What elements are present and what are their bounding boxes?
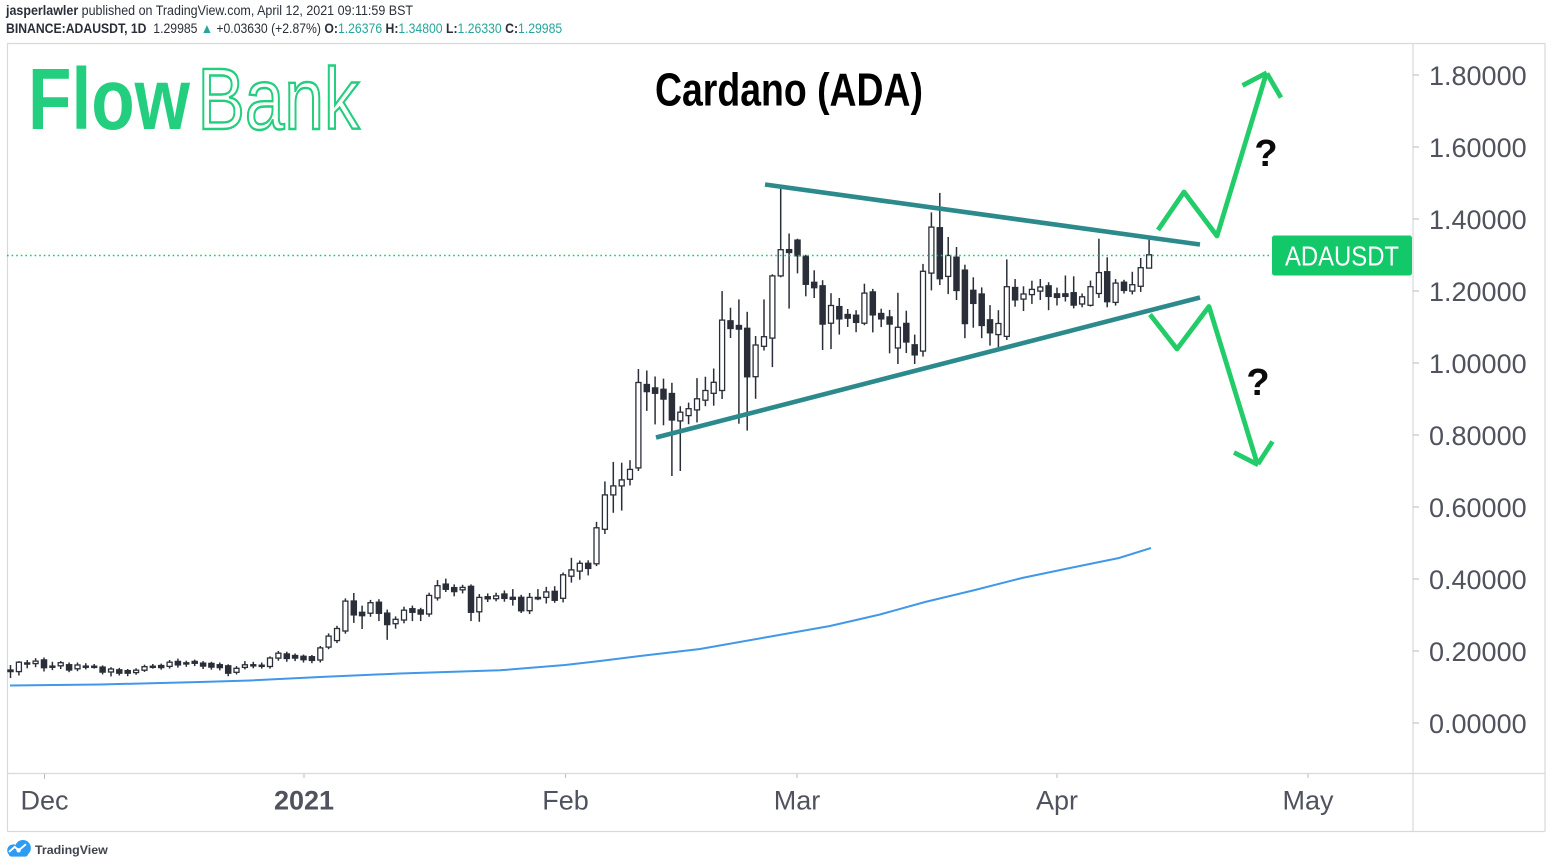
svg-text:0.00000: 0.00000 [1429,709,1527,739]
svg-text:ADAUSDT: ADAUSDT [1285,241,1399,272]
svg-text:Bank: Bank [198,51,360,148]
svg-text:Cardano (ADA): Cardano (ADA) [655,64,923,116]
svg-text:Mar: Mar [774,786,821,816]
svg-text:Dec: Dec [20,786,68,816]
svg-text:0.20000: 0.20000 [1429,637,1527,667]
svg-text:?: ? [1246,362,1269,404]
svg-text:Feb: Feb [542,786,589,816]
svg-text:Flow: Flow [28,51,190,148]
svg-text:0.80000: 0.80000 [1429,421,1527,451]
svg-text:1.40000: 1.40000 [1429,205,1527,235]
svg-text:2021: 2021 [274,786,334,816]
svg-text:1.60000: 1.60000 [1429,133,1527,163]
svg-text:Apr: Apr [1036,786,1078,816]
svg-text:TradingView: TradingView [35,843,108,857]
svg-text:?: ? [1254,133,1277,175]
svg-text:1.80000: 1.80000 [1429,61,1527,91]
svg-text:0.40000: 0.40000 [1429,565,1527,595]
svg-text:0.60000: 0.60000 [1429,493,1527,523]
svg-text:1.20000: 1.20000 [1429,277,1527,307]
svg-text:May: May [1282,786,1334,816]
svg-text:1.00000: 1.00000 [1429,349,1527,379]
